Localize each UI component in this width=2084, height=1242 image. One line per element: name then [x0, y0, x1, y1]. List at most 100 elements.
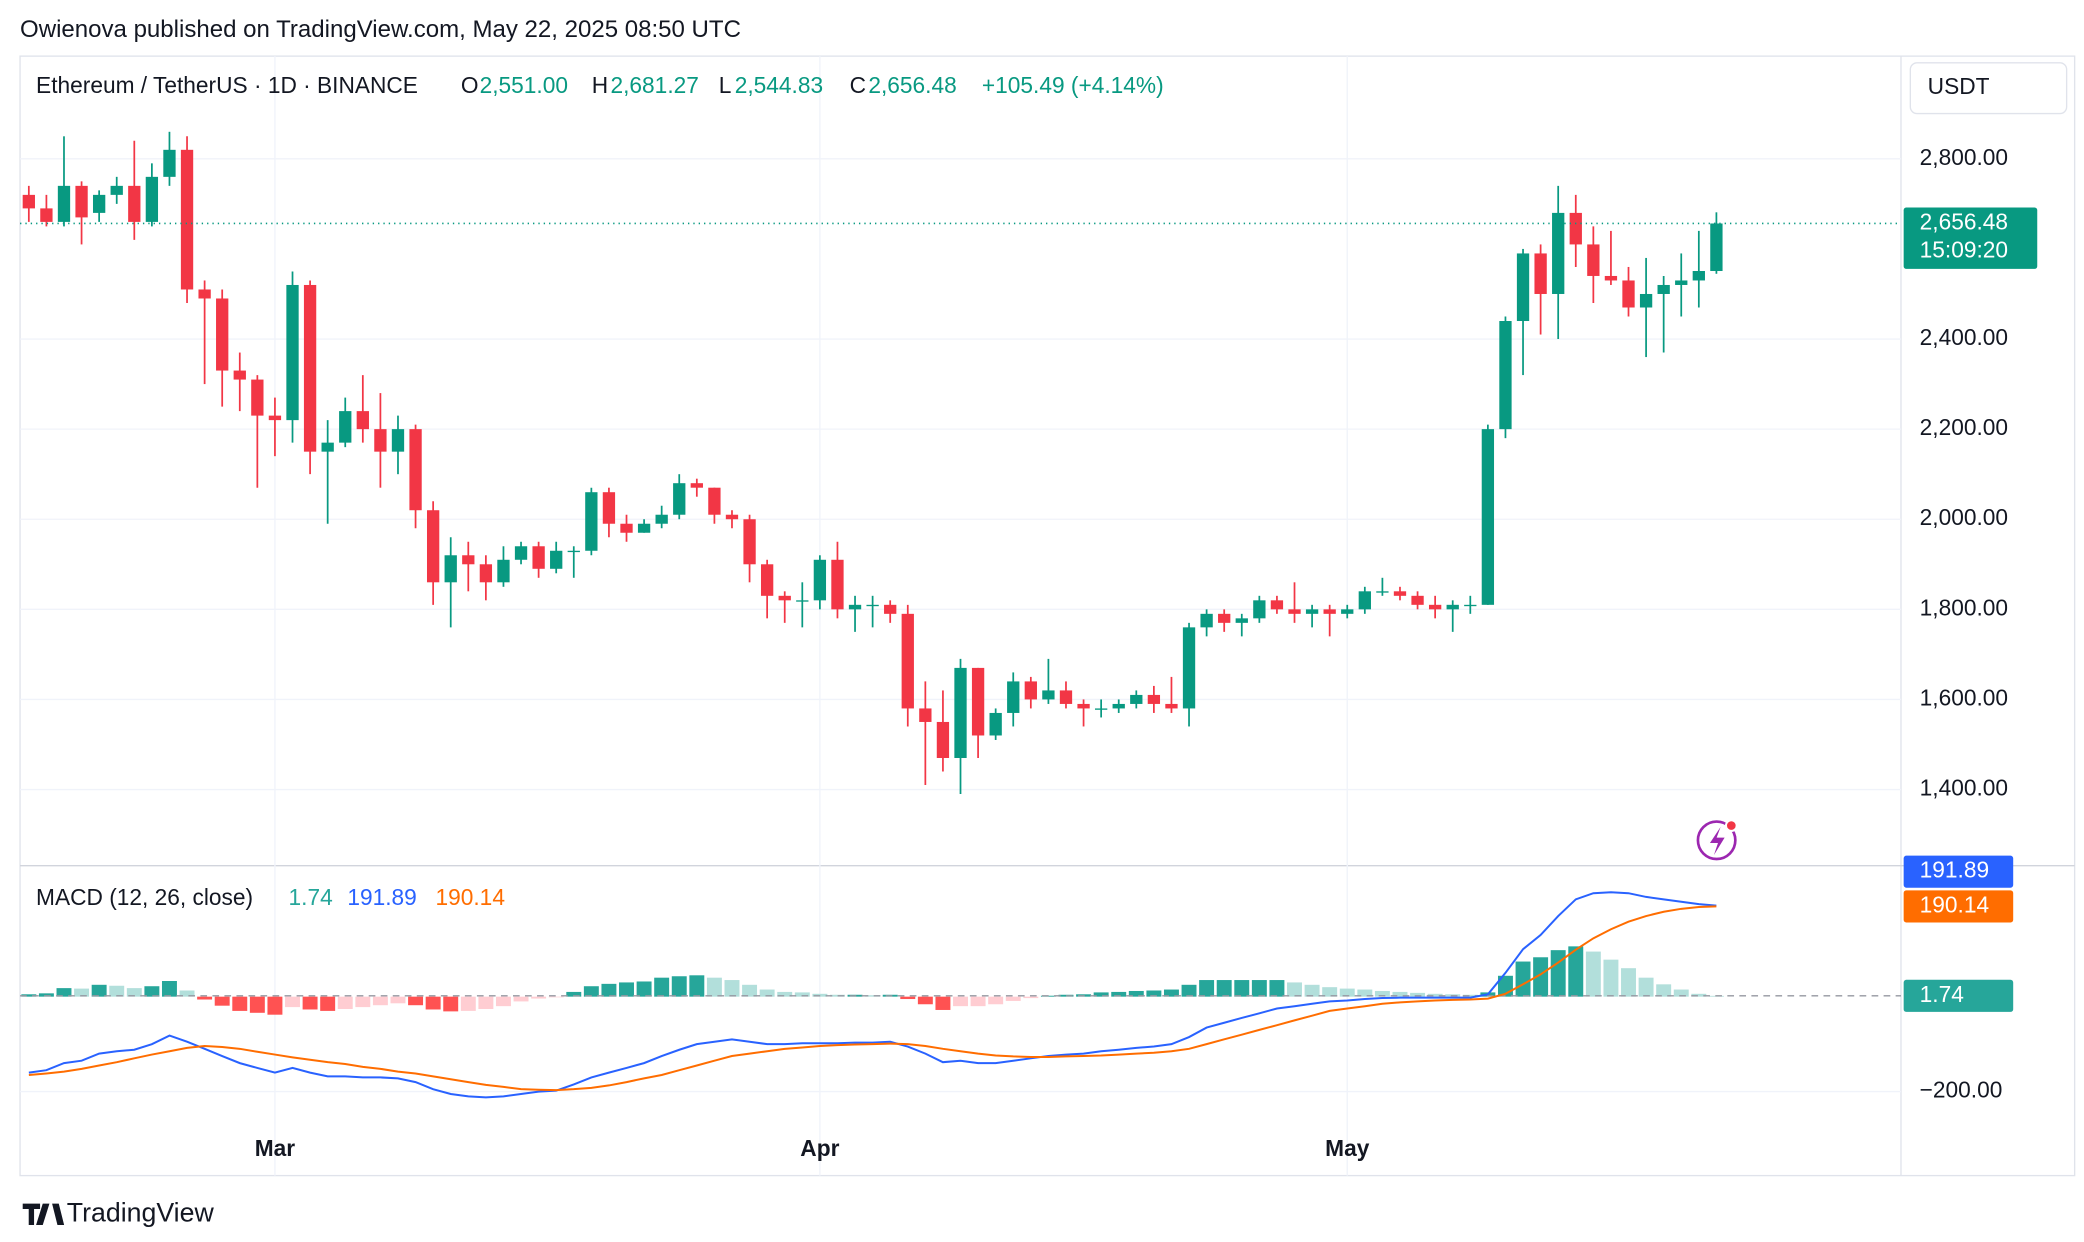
- candle-body: [1182, 627, 1196, 709]
- histogram-bar: [1515, 961, 1531, 997]
- histogram-bar: [777, 991, 793, 997]
- candle-body: [198, 289, 211, 299]
- histogram-bar: [1163, 989, 1179, 997]
- candle-body: [374, 429, 387, 452]
- candle-body: [1024, 681, 1037, 700]
- candle-body: [391, 429, 405, 452]
- histogram-bar: [1128, 990, 1144, 997]
- histogram-bar: [408, 996, 424, 1006]
- candle-body: [1007, 681, 1020, 713]
- histogram-bar: [1410, 992, 1426, 997]
- histogram-bar: [1058, 994, 1074, 997]
- candle-body: [1094, 708, 1108, 710]
- currency[interactable]: USDT: [1928, 73, 1990, 99]
- candle-body: [462, 555, 475, 565]
- histogram-bar: [460, 996, 476, 1011]
- candle-body: [163, 149, 176, 177]
- candle-body: [1552, 212, 1565, 294]
- macd-scale-label-box: [1903, 855, 2014, 888]
- candle-body: [356, 411, 369, 430]
- candle-body: [1147, 694, 1161, 704]
- candle-body: [444, 555, 457, 583]
- candle-body: [92, 194, 106, 213]
- candle-body: [989, 712, 1002, 736]
- marks: [20, 131, 1901, 1099]
- histogram-bar: [759, 989, 775, 997]
- candle-body: [321, 442, 334, 452]
- y-tick-label: 2,800.00: [1920, 144, 2008, 170]
- candle-body: [1323, 609, 1336, 614]
- histogram-bar: [742, 984, 758, 997]
- low-letter: L: [719, 72, 732, 98]
- currency-button[interactable]: [1909, 62, 2068, 115]
- candle-body: [1165, 703, 1178, 709]
- histogram-bar: [109, 985, 125, 997]
- histogram-bar: [1304, 984, 1320, 997]
- histogram-bar: [372, 996, 388, 1006]
- candle-body: [1042, 690, 1055, 700]
- candle-body: [1604, 275, 1618, 281]
- candle-body: [585, 492, 598, 551]
- histogram-bar: [689, 975, 705, 997]
- histogram-bar: [126, 988, 142, 997]
- candle-body: [884, 604, 897, 614]
- alert-icon[interactable]: [1696, 819, 1738, 861]
- histogram-bar: [443, 996, 459, 1012]
- candle-body: [813, 559, 827, 601]
- histogram-bar: [970, 996, 986, 1007]
- histogram-bar: [1287, 982, 1302, 997]
- candle-body: [655, 514, 668, 524]
- histogram-bar: [601, 983, 617, 997]
- candle-body: [1464, 604, 1477, 607]
- candle-body: [848, 604, 862, 610]
- histogram-bar: [425, 996, 441, 1010]
- histogram-bar: [829, 994, 845, 997]
- x-tick-label: Apr: [800, 1135, 839, 1161]
- histogram-bar: [355, 996, 371, 1008]
- alert-dot[interactable]: [1724, 819, 1738, 832]
- histogram-bar: [1339, 988, 1355, 997]
- histogram-bar: [1322, 987, 1338, 997]
- histogram-bar: [337, 996, 353, 1010]
- histogram-bar: [900, 996, 916, 1000]
- y-tick-label: 1,600.00: [1920, 684, 2008, 710]
- last-price-label: 2,656.48: [1920, 208, 2008, 234]
- candle-body: [866, 604, 879, 607]
- histogram-bar: [302, 996, 318, 1010]
- alert-ring[interactable]: [1696, 820, 1737, 861]
- candle-body: [1235, 618, 1248, 623]
- candle-body: [1218, 613, 1231, 623]
- candle-body: [936, 721, 950, 758]
- histogram-bar: [21, 994, 37, 997]
- high-value: 2,681.27: [611, 72, 699, 98]
- macd-title: MACD (12, 26, close): [36, 884, 253, 910]
- histogram-bar: [1638, 977, 1654, 997]
- histogram-bar: [531, 996, 547, 999]
- histogram-scale-label-box: [1903, 979, 2014, 1012]
- brand-logo: [22, 1203, 65, 1226]
- histogram-bar: [56, 988, 72, 997]
- candle-body: [251, 379, 264, 416]
- candle-body: [602, 492, 616, 524]
- candle-body: [725, 514, 739, 520]
- candle-body: [532, 546, 545, 569]
- candle-body: [567, 550, 580, 553]
- candle-body: [1622, 280, 1635, 308]
- candle-body: [409, 429, 422, 511]
- histogram-bar: [1181, 984, 1197, 997]
- candle-body: [110, 185, 123, 195]
- candle-body: [690, 483, 703, 488]
- candle-body: [1710, 223, 1723, 272]
- alert-bolt[interactable]: [1709, 826, 1725, 855]
- y-tick-label: 2,400.00: [1920, 324, 2008, 350]
- macd-line-legend: 191.89: [347, 884, 416, 910]
- candle-body: [75, 185, 88, 218]
- histogram-bar: [1462, 994, 1478, 997]
- histogram-bar: [144, 986, 160, 997]
- histogram-bar: [1673, 989, 1689, 997]
- histogram-bar: [1199, 980, 1215, 997]
- candle-body: [901, 613, 914, 709]
- candle-body: [216, 298, 229, 371]
- close-letter: C: [850, 72, 866, 98]
